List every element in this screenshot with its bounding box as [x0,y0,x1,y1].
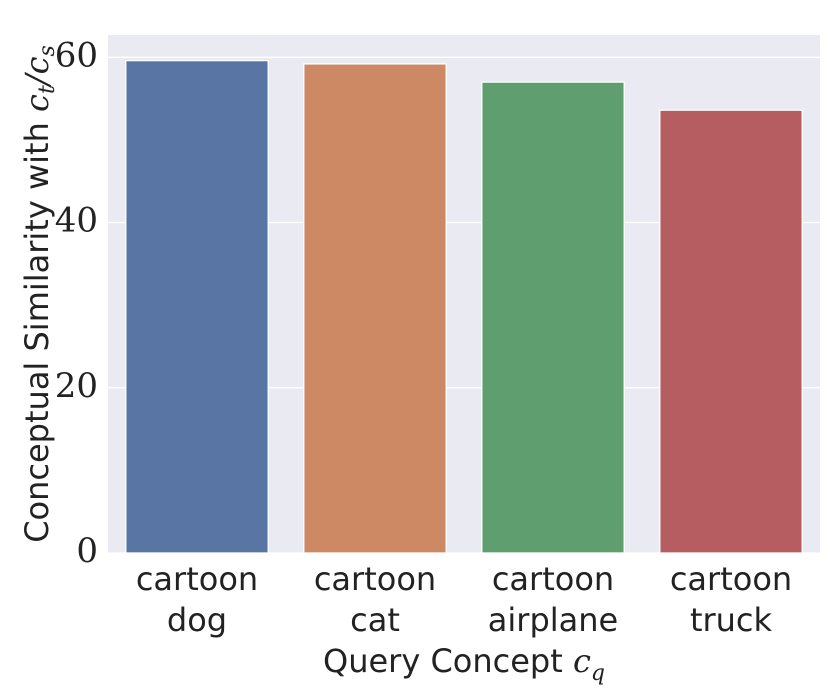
bar [125,59,269,554]
bar [303,63,447,554]
y-tick-label: 0 [76,531,98,571]
y-tick-label: 60 [55,35,98,75]
x-label-math: c [573,642,591,680]
bar [659,109,803,554]
y-axis-label: Conceptual Similarity with ct/cs [18,45,60,543]
bar [481,81,625,554]
y-label-text: Conceptual Similarity with [18,112,56,543]
x-axis-label: Query Concept cq [323,642,605,686]
y-tick-label: 20 [55,366,98,406]
x-tick-label: cartoon truck [669,560,793,639]
y-label-sub: t [35,85,60,94]
y-label-math: /c [18,56,56,88]
y-label-sub: s [35,45,60,56]
x-label-text: Query Concept [323,642,573,680]
y-label-math: c [18,94,56,112]
x-tick-label: cartoon airplane [487,560,619,639]
x-label-sub: q [591,661,605,686]
x-tick-label: cartoon dog [135,560,259,639]
y-tick-label: 40 [55,201,98,241]
x-tick-label: cartoon cat [313,560,437,639]
